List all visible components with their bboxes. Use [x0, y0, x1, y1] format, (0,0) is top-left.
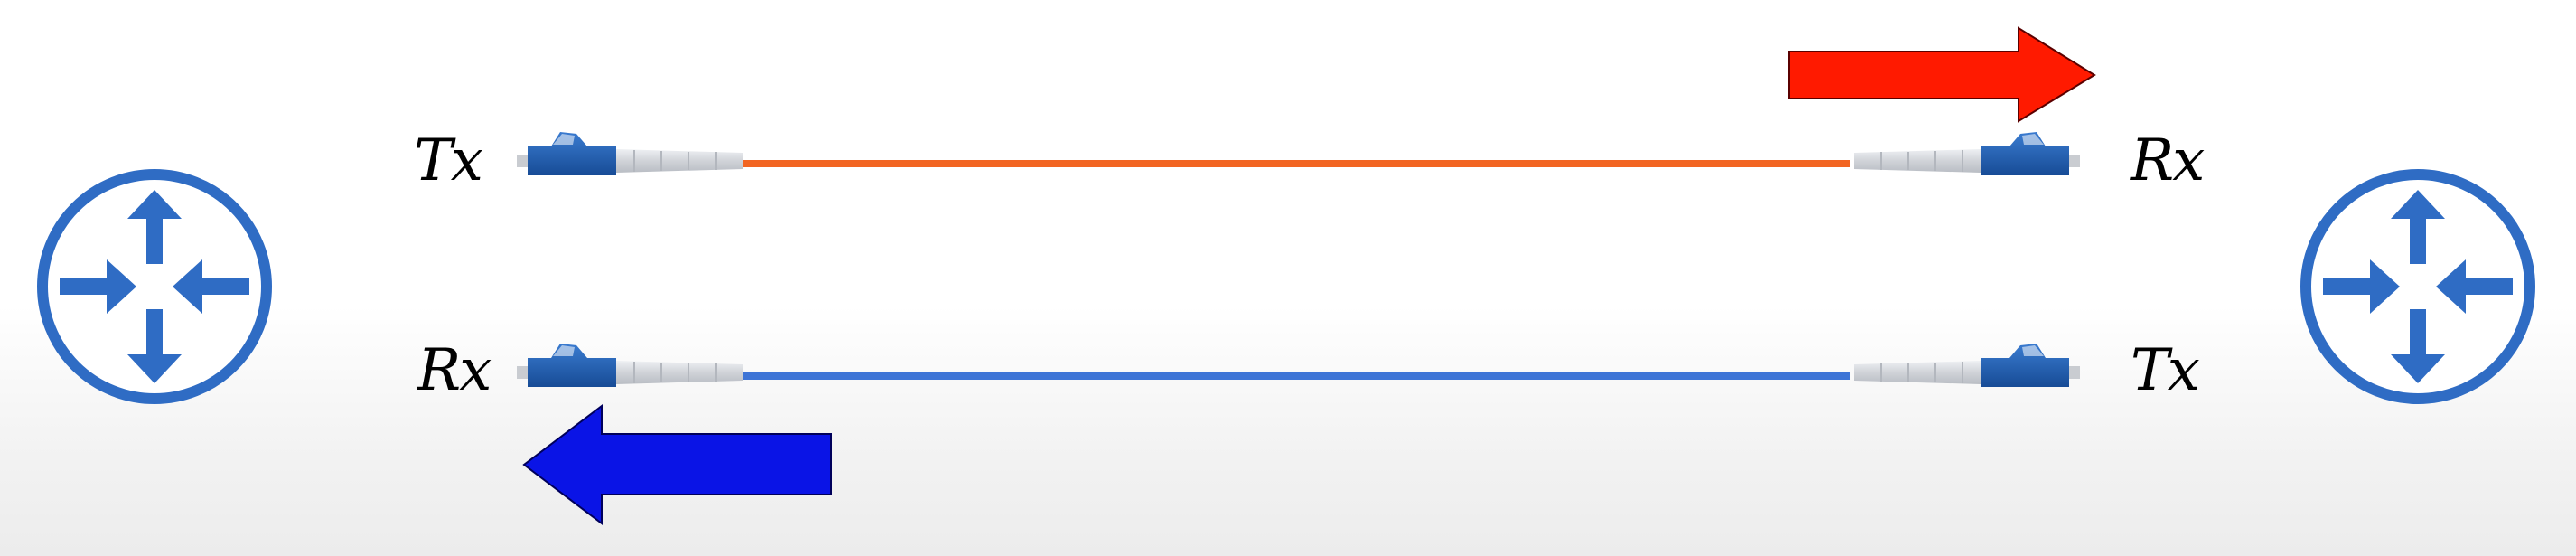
lc-fiber-connector-icon [1853, 343, 2081, 388]
arrow-right-icon [1788, 26, 2096, 123]
router-icon [37, 169, 272, 404]
lc-fiber-connector-icon [516, 131, 744, 176]
lc-fiber-connector-icon [516, 343, 744, 388]
right-rx-label: Rx [2131, 127, 2205, 194]
arrow-left-icon [522, 403, 832, 526]
left-tx-label: Tx [414, 127, 483, 194]
left-rx-label: Rx [417, 337, 492, 404]
lc-fiber-connector-icon [1853, 131, 2081, 176]
right-tx-label: Tx [2131, 337, 2200, 404]
router-icon [2300, 169, 2535, 404]
